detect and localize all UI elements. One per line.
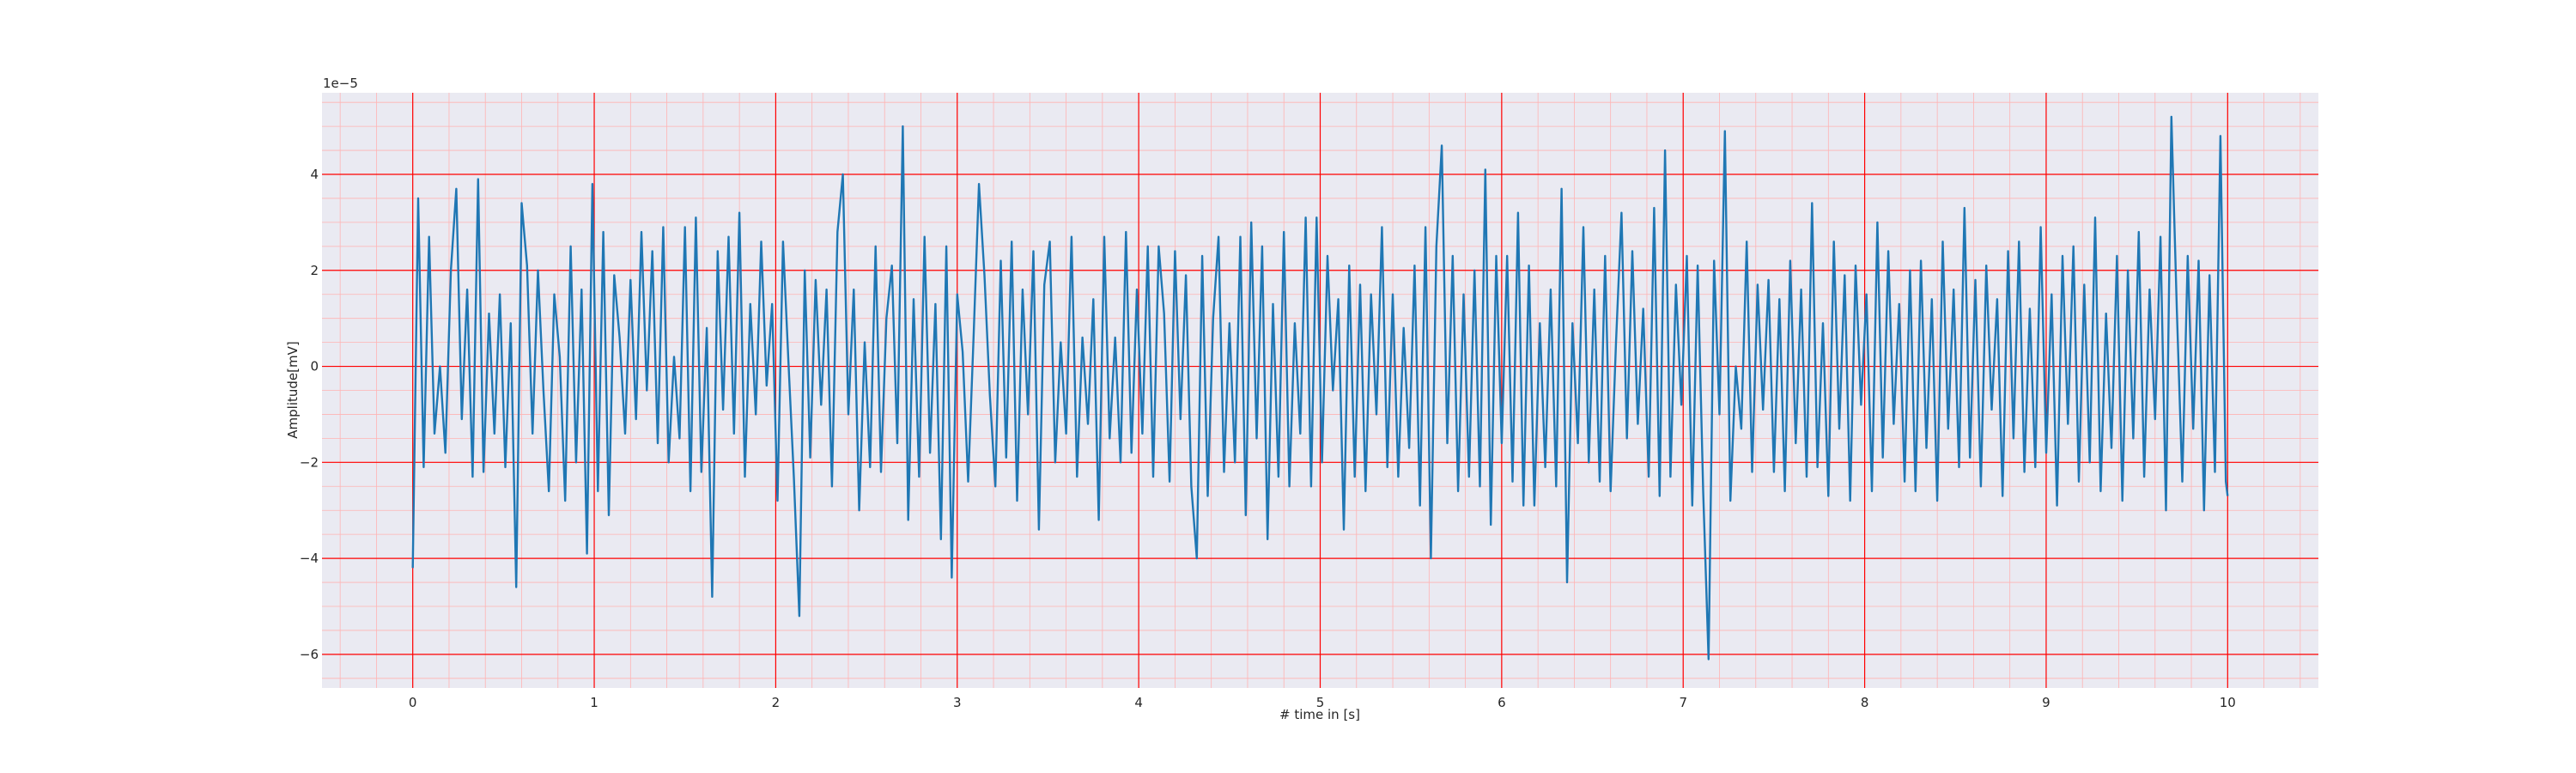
x-tick-label: 8	[1861, 695, 1869, 710]
y-tick-label: 2	[310, 263, 319, 278]
y-tick-label: −6	[300, 647, 319, 662]
x-tick-label: 5	[1316, 695, 1325, 710]
y-offset-text: 1e−5	[323, 76, 358, 91]
x-tick-label: 0	[409, 695, 417, 710]
x-tick-label: 3	[953, 695, 962, 710]
x-tick-label: 7	[1679, 695, 1687, 710]
y-tick-label: 4	[310, 167, 319, 182]
y-tick-label: 0	[310, 359, 319, 374]
y-tick-label: −2	[300, 454, 319, 470]
y-axis-label: Amplitude[mV]	[285, 341, 301, 438]
x-tick-labels: 0 1 2 3 4 5 6 7 8 9 10	[409, 695, 2236, 710]
x-tick-label: 1	[590, 695, 598, 710]
x-axis-label: # time in [s]	[1279, 707, 1360, 722]
x-tick-label: 10	[2220, 695, 2236, 710]
y-tick-labels: −6 −4 −2 0 2 4	[300, 167, 319, 662]
y-tick-label: −4	[300, 551, 319, 566]
x-tick-label: 4	[1134, 695, 1143, 710]
x-tick-label: 9	[2042, 695, 2050, 710]
x-tick-label: 2	[772, 695, 781, 710]
x-tick-label: 6	[1498, 695, 1506, 710]
signal-line	[411, 115, 2229, 660]
